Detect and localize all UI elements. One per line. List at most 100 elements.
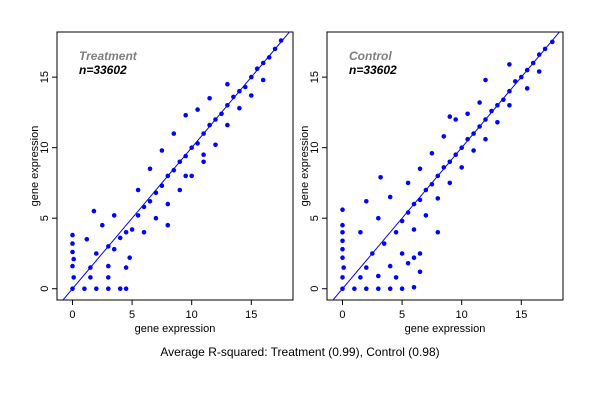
treatment-point: [111, 246, 117, 252]
control-point: [417, 166, 423, 172]
treatment-point: [70, 232, 75, 238]
control-point: [387, 194, 393, 200]
control-point: [341, 265, 347, 270]
treatment-point: [183, 153, 188, 159]
treatment-point: [237, 105, 242, 111]
treatment-point: [171, 131, 177, 136]
treatment-point: [213, 142, 218, 148]
control-point: [417, 251, 423, 256]
treatment-x-axis-title: gene expression: [135, 323, 216, 335]
treatment-point: [165, 201, 171, 207]
control-point: [501, 97, 506, 102]
control-point: [340, 207, 345, 212]
control-point: [387, 286, 393, 292]
control-point: [435, 230, 441, 235]
treatment-point: [135, 213, 141, 218]
treatment-point: [111, 213, 117, 218]
treatment-panel-name: Treatment: [79, 49, 138, 63]
treatment-point: [82, 286, 87, 292]
treatment-point: [70, 249, 75, 255]
control-point: [340, 222, 345, 228]
control-point: [507, 103, 512, 108]
control-point: [364, 199, 369, 204]
treatment-y-axis-title: gene expression: [29, 126, 41, 207]
control-point: [405, 210, 411, 215]
treatment-sample-count: n=33602: [79, 63, 127, 77]
control-point: [459, 165, 465, 170]
treatment-point: [195, 107, 200, 112]
treatment-point: [100, 222, 105, 228]
control-point: [376, 215, 381, 221]
treatment-points: [70, 38, 284, 292]
control-point: [340, 246, 345, 252]
treatment-point: [123, 286, 129, 292]
control-x-tick-label: 15: [515, 309, 527, 321]
treatment-point: [70, 263, 75, 269]
treatment-point: [147, 199, 153, 204]
treatment-point: [70, 241, 75, 246]
treatment-x-tick-label: 15: [245, 309, 257, 321]
treatment-point: [106, 263, 111, 269]
control-y-tick-label: 10: [309, 142, 321, 154]
control-panel: 0 5 10 15 0 5 10 15 gene expression gene expre…: [299, 31, 564, 335]
control-point: [411, 285, 417, 290]
treatment-point: [207, 96, 212, 101]
treatment-point: [71, 256, 76, 262]
treatment-point: [219, 111, 224, 117]
control-point: [340, 230, 345, 235]
treatment-point: [171, 167, 177, 173]
control-point: [387, 263, 393, 269]
control-point: [411, 227, 417, 232]
control-point: [340, 238, 345, 244]
control-y-tick-label: 15: [309, 71, 321, 83]
control-x-tick-label: 5: [399, 309, 405, 321]
treatment-point: [183, 112, 188, 118]
control-point: [477, 100, 482, 105]
treatment-point: [141, 230, 147, 235]
treatment-point: [189, 173, 194, 179]
treatment-point: [135, 187, 141, 193]
treatment-point: [129, 227, 135, 232]
treatment-point: [117, 235, 123, 241]
treatment-x-tick-label: 5: [129, 309, 135, 321]
treatment-y-tick-label: 0: [39, 286, 51, 292]
control-point: [483, 136, 488, 142]
treatment-point: [94, 286, 99, 292]
treatment-point: [225, 122, 230, 128]
control-point: [536, 69, 542, 74]
control-point: [376, 286, 381, 292]
treatment-point: [91, 208, 97, 214]
treatment-point: [201, 159, 206, 165]
control-point: [495, 120, 500, 125]
treatment-point: [195, 141, 200, 146]
control-point: [441, 165, 447, 170]
control-point: [411, 255, 417, 260]
treatment-point: [266, 55, 272, 60]
treatment-point: [106, 275, 111, 280]
control-point: [405, 180, 411, 186]
treatment-point: [278, 38, 284, 43]
treatment-point: [231, 94, 236, 100]
treatment-point: [159, 148, 165, 153]
control-point: [352, 286, 357, 292]
control-x-tick-label: 10: [456, 309, 468, 321]
control-point: [483, 77, 488, 83]
treatment-point: [207, 122, 212, 128]
treatment-plot-frame: [56, 31, 294, 301]
control-x-axis: 0 5 10 15: [339, 300, 527, 321]
control-point: [393, 230, 399, 235]
control-point: [364, 286, 369, 292]
treatment-y-tick-label: 10: [39, 142, 51, 154]
treatment-point: [147, 166, 153, 172]
treatment-point: [71, 275, 76, 280]
control-point: [447, 180, 453, 186]
treatment-x-axis: 0 5 10 15: [69, 300, 257, 321]
control-point: [358, 275, 363, 280]
control-reference-line: [332, 32, 561, 300]
control-point: [471, 148, 476, 153]
treatment-point: [165, 222, 171, 228]
control-point: [447, 114, 453, 119]
treatment-point: [249, 93, 254, 98]
control-point: [453, 117, 459, 122]
